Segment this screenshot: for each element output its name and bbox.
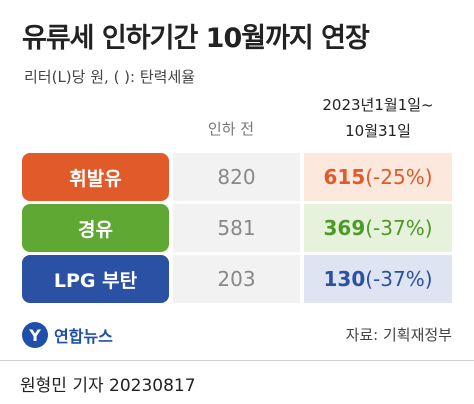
after-value-diesel: 369 (-37%)	[304, 204, 452, 252]
column-header-after: 2023년1월1일~ 10월31일	[298, 92, 458, 144]
table-row-gasoline: 휘발유 820 615 (-25%)	[22, 153, 452, 201]
after-price-diesel: 369	[323, 216, 366, 240]
column-header-after-line2: 10월31일	[345, 122, 411, 140]
after-price-lpg: 130	[323, 267, 366, 291]
before-value-gasoline: 820	[173, 153, 300, 201]
rate-gasoline: (-25%)	[365, 165, 433, 189]
after-value-lpg: 130 (-37%)	[304, 255, 452, 303]
divider	[0, 360, 474, 361]
table-row-diesel: 경유 581 369 (-37%)	[22, 204, 452, 252]
after-value-gasoline: 615 (-25%)	[304, 153, 452, 201]
table-row-lpg: LPG 부탄 203 130 (-37%)	[22, 255, 452, 303]
row-label-gasoline: 휘발유	[22, 153, 169, 201]
logo: Y 연합뉴스	[22, 322, 113, 348]
byline: 원형민 기자 20230817	[20, 376, 196, 396]
logo-text: 연합뉴스	[54, 327, 113, 346]
unit-note: 리터(L)당 원, ( ): 탄력세율	[24, 68, 196, 86]
before-value-diesel: 581	[173, 204, 300, 252]
page-title: 유류세 인하기간 10월까지 연장	[22, 23, 370, 54]
rate-diesel: (-37%)	[365, 216, 433, 240]
before-value-lpg: 203	[173, 255, 300, 303]
column-header-before: 인하 전	[207, 120, 255, 138]
source-note: 자료: 기획재정부	[345, 326, 452, 344]
yonhap-logo-icon: Y	[22, 322, 48, 348]
after-price-gasoline: 615	[323, 165, 366, 189]
column-header-after-line1: 2023년1월1일~	[322, 96, 434, 114]
row-label-diesel: 경유	[22, 204, 169, 252]
row-label-lpg: LPG 부탄	[22, 255, 169, 303]
rate-lpg: (-37%)	[365, 267, 433, 291]
